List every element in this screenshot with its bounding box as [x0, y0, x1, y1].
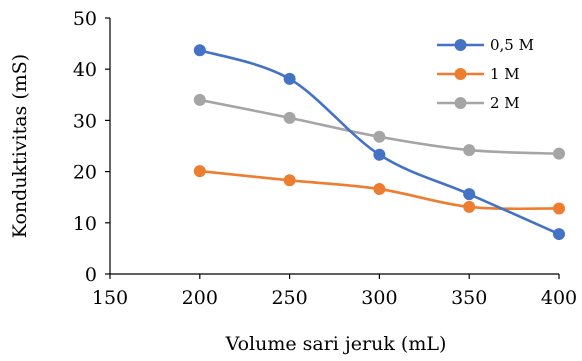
legend-item: 2 M — [437, 94, 520, 112]
x-tick-label: 200 — [182, 287, 218, 309]
x-axis-title: Volume sari jeruk (mL) — [225, 333, 447, 355]
series-1 — [193, 165, 565, 215]
legend-label: 1 M — [490, 65, 520, 83]
y-axis-title: Konduktivitas (mS) — [9, 54, 31, 238]
x-tick-label: 150 — [92, 287, 128, 309]
y-tick-label: 10 — [73, 213, 97, 235]
data-point — [463, 144, 476, 157]
data-point — [373, 148, 386, 161]
legend-marker — [454, 68, 467, 80]
series-group — [193, 44, 565, 241]
axes — [105, 17, 560, 279]
data-point — [463, 200, 476, 213]
y-tick-label: 20 — [73, 162, 97, 184]
series-0 — [193, 44, 565, 241]
data-point — [463, 188, 476, 201]
data-point — [193, 44, 206, 57]
data-point — [553, 202, 565, 215]
data-point — [193, 93, 206, 106]
legend-marker — [454, 39, 467, 51]
y-tick-label: 30 — [73, 110, 97, 132]
x-tick-label: 250 — [271, 287, 307, 309]
tick-labels: 0 10 20 30 40 50 150 200 250 300 350 400 — [73, 8, 577, 309]
legend-item: 0,5 M — [437, 36, 534, 54]
data-point — [553, 228, 565, 241]
data-point — [553, 147, 565, 160]
y-tick-label: 50 — [73, 8, 97, 30]
x-tick-label: 300 — [361, 287, 397, 309]
data-point — [373, 183, 386, 196]
data-point — [283, 72, 296, 85]
data-point — [193, 165, 206, 178]
legend-marker — [454, 97, 467, 109]
legend: 0,5 M 1 M 2 M — [437, 36, 534, 112]
legend-label: 2 M — [490, 94, 520, 112]
data-point — [373, 130, 386, 143]
legend-item: 1 M — [437, 65, 520, 83]
y-tick-label: 40 — [73, 59, 97, 81]
x-tick-label: 350 — [451, 287, 487, 309]
series-2 — [193, 93, 565, 160]
legend-label: 0,5 M — [490, 36, 534, 54]
data-point — [283, 174, 296, 187]
x-tick-label: 400 — [541, 287, 577, 309]
y-tick-label: 0 — [85, 264, 97, 286]
data-point — [283, 111, 296, 124]
